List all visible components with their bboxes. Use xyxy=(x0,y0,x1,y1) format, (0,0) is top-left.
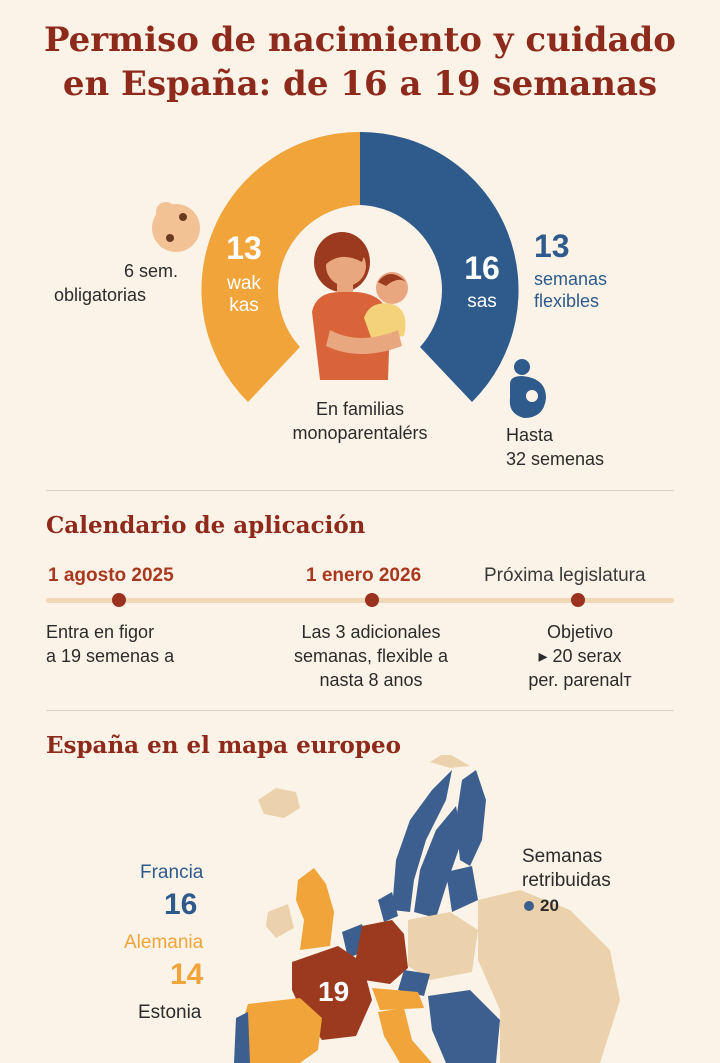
page-title: Permiso de nacimiento y cuidado en Españ… xyxy=(0,18,720,106)
legend-title-line-1: Semanas xyxy=(522,846,603,867)
timeline-desc-2-line-1: Las 3 adicionales xyxy=(301,622,441,642)
map-baltic xyxy=(446,866,478,912)
timeline-desc-1: Entra en figor a 19 semenas a xyxy=(46,620,174,668)
timeline-date-2: 1 enero 2026 xyxy=(306,565,422,586)
spain-value-label: 19 xyxy=(318,976,350,1007)
map-alps xyxy=(372,988,424,1010)
legend-dot xyxy=(524,901,534,911)
single-parent-line-2: monoparentalérs xyxy=(292,423,428,443)
country-name-france: Francia xyxy=(140,862,204,883)
baby-face-icon xyxy=(152,202,200,252)
timeline-desc-3-line-1: Objetivo xyxy=(546,622,614,642)
map-denmark xyxy=(378,892,398,922)
left-ring-label-1: wak xyxy=(227,273,261,294)
map-iceland xyxy=(258,788,300,818)
timeline-desc-2: Las 3 adicionales semanas, flexible a na… xyxy=(276,620,466,692)
legend-title-line-2: retribuidas xyxy=(522,870,611,891)
divider-2 xyxy=(46,710,674,711)
timeline-desc-1-line-1: Entra en figor xyxy=(46,622,155,642)
europe-map xyxy=(234,755,620,1063)
title-line-1: Permiso de nacimiento y cuidado xyxy=(43,20,676,60)
map-portugal xyxy=(234,1012,250,1063)
map-sweden xyxy=(414,806,462,918)
map-balkans xyxy=(428,990,500,1063)
timeline-date-1: 1 agosto 2025 xyxy=(48,565,174,586)
map-finland xyxy=(456,770,486,866)
mandatory-weeks-line-1: 6 sem. xyxy=(124,261,179,281)
mandatory-weeks-line-2: obligatorias xyxy=(54,285,147,305)
country-value-germany: 14 xyxy=(170,958,204,991)
mother-baby-illustration xyxy=(312,232,408,380)
map-poland xyxy=(408,912,478,980)
country-name-germany: Alemania xyxy=(124,932,204,953)
timeline-dot-1 xyxy=(112,593,126,607)
timeline-line xyxy=(46,598,674,603)
timeline-date-3: Próxima legislatura xyxy=(484,565,646,586)
max-weeks-line-1: Hasta xyxy=(506,425,554,445)
divider-1 xyxy=(46,490,674,491)
donut-orange-segment xyxy=(201,131,360,402)
map-balkans-2 xyxy=(500,1010,560,1063)
single-parent-line-1: En familias xyxy=(315,399,405,419)
timeline-desc-2-line-2: semanas, flexible a xyxy=(293,646,449,666)
map-heading: España en el mapa europeo xyxy=(46,732,401,759)
timeline-desc-1-line-2: a 19 semenas a xyxy=(46,646,175,666)
right-ring-number: 16 xyxy=(464,250,500,286)
map-north-beige xyxy=(430,755,470,768)
flexible-weeks-line-2: flexibles xyxy=(534,291,600,311)
max-weeks-line-2: 32 semenas xyxy=(506,449,605,469)
flexible-weeks-line-1: semanas xyxy=(534,269,608,289)
timeline-dot-2 xyxy=(365,593,379,607)
map-germany xyxy=(356,920,408,984)
map-uk xyxy=(296,868,334,950)
flexible-weeks-number: 13 xyxy=(534,228,570,264)
donut-blue-segment xyxy=(360,131,519,402)
title-line-2: en España: de 16 a 19 semanas xyxy=(62,64,658,104)
map-spain xyxy=(240,998,322,1063)
left-ring-number: 13 xyxy=(226,230,262,266)
left-ring-label-2: kas xyxy=(229,295,259,316)
map-norway xyxy=(392,770,452,912)
right-ring-label: sas xyxy=(467,291,497,312)
legend-value: 20 xyxy=(540,896,559,915)
nursing-icon xyxy=(509,359,546,418)
country-name-estonia: Estonia xyxy=(138,1002,202,1023)
calendar-heading: Calendario de aplicación xyxy=(46,512,366,539)
timeline-desc-2-line-3: nasta 8 anos xyxy=(319,670,423,690)
map-ireland xyxy=(266,904,294,938)
map-italy xyxy=(378,1008,432,1063)
country-value-france: 16 xyxy=(164,888,198,921)
timeline-dot-3 xyxy=(571,593,585,607)
leave-donut xyxy=(152,131,546,418)
map-czech xyxy=(398,970,430,996)
timeline-desc-3: Objetivo ▸ 20 serax per. parenalт xyxy=(500,620,660,692)
timeline-desc-3-line-2: ▸ 20 serax xyxy=(538,646,622,666)
timeline-desc-3-line-3: per. parenalт xyxy=(528,670,632,690)
